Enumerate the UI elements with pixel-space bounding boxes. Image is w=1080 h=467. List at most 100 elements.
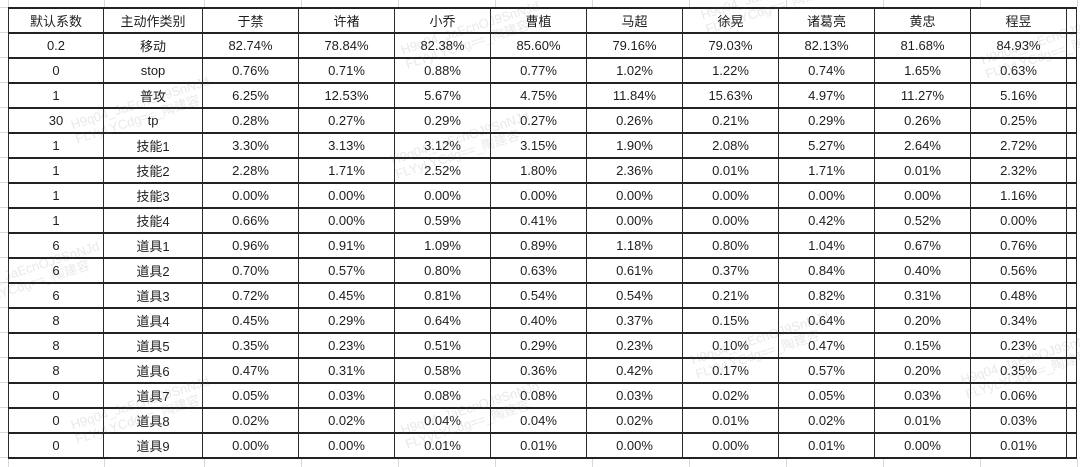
value-cell[interactable]: 0.29% <box>778 107 875 134</box>
value-cell[interactable]: 84.93% <box>970 32 1067 59</box>
value-cell[interactable]: 0.88% <box>394 57 491 84</box>
value-cell[interactable]: 2.08% <box>682 132 779 159</box>
value-cell[interactable]: 0.74% <box>778 57 875 84</box>
hero-header-4[interactable]: 曹植 <box>490 7 587 34</box>
value-cell[interactable]: 0.29% <box>490 332 587 359</box>
value-cell[interactable]: 3.30% <box>202 132 299 159</box>
value-cell[interactable]: 0.02% <box>586 407 683 434</box>
hero-header-6[interactable]: 徐晃 <box>682 7 779 34</box>
value-cell[interactable]: 0.56% <box>970 257 1067 284</box>
hero-header-8[interactable]: 黄忠 <box>874 7 971 34</box>
value-cell[interactable]: 5.27% <box>778 132 875 159</box>
value-cell[interactable]: 0.72% <box>202 282 299 309</box>
value-cell[interactable]: 0.25% <box>970 107 1067 134</box>
category-label-cell[interactable]: 道具8 <box>103 407 203 434</box>
value-cell[interactable]: 0.52% <box>874 207 971 234</box>
value-cell[interactable]: 0.04% <box>394 407 491 434</box>
value-cell[interactable]: 0.77% <box>490 57 587 84</box>
category-label-cell[interactable]: stop <box>103 57 203 84</box>
value-cell[interactable]: 0.01% <box>970 432 1067 459</box>
value-cell[interactable]: 78.84% <box>298 32 395 59</box>
category-label-cell[interactable]: 道具6 <box>103 357 203 384</box>
value-cell[interactable]: 0.08% <box>394 382 491 409</box>
value-cell[interactable]: 0.70% <box>202 257 299 284</box>
category-label-cell[interactable]: 道具2 <box>103 257 203 284</box>
value-cell[interactable]: 0.00% <box>394 182 491 209</box>
value-cell[interactable]: 0.35% <box>970 357 1067 384</box>
value-cell[interactable]: 0.23% <box>298 332 395 359</box>
hero-header-7[interactable]: 诸葛亮 <box>778 7 875 34</box>
value-cell[interactable]: 0.15% <box>874 332 971 359</box>
value-cell[interactable]: 0.00% <box>682 432 779 459</box>
value-cell[interactable]: 1.22% <box>682 57 779 84</box>
value-cell[interactable]: 1.02% <box>586 57 683 84</box>
value-cell[interactable]: 82.38% <box>394 32 491 59</box>
value-cell[interactable]: 0.00% <box>298 182 395 209</box>
value-cell[interactable]: 2.52% <box>394 157 491 184</box>
value-cell[interactable]: 0.54% <box>490 282 587 309</box>
value-cell[interactable]: 0.64% <box>778 307 875 334</box>
category-label-cell[interactable]: 道具4 <box>103 307 203 334</box>
value-cell[interactable]: 1.90% <box>586 132 683 159</box>
value-cell[interactable]: 0.76% <box>202 57 299 84</box>
coefficient-cell[interactable]: 6 <box>8 232 104 259</box>
value-cell[interactable]: 0.08% <box>490 382 587 409</box>
value-cell[interactable]: 0.21% <box>682 107 779 134</box>
value-cell[interactable]: 0.76% <box>970 232 1067 259</box>
value-cell[interactable]: 0.00% <box>874 182 971 209</box>
value-cell[interactable]: 0.28% <box>202 107 299 134</box>
value-cell[interactable]: 0.04% <box>490 407 587 434</box>
category-label-cell[interactable]: tp <box>103 107 203 134</box>
value-cell[interactable]: 0.80% <box>682 232 779 259</box>
value-cell[interactable]: 0.71% <box>298 57 395 84</box>
coefficient-cell[interactable]: 6 <box>8 282 104 309</box>
value-cell[interactable]: 0.03% <box>586 382 683 409</box>
default-coefficient-header[interactable]: 默认系数 <box>8 7 104 34</box>
value-cell[interactable]: 0.31% <box>298 357 395 384</box>
coefficient-cell[interactable]: 0 <box>8 57 104 84</box>
value-cell[interactable]: 0.35% <box>202 332 299 359</box>
value-cell[interactable]: 0.40% <box>490 307 587 334</box>
value-cell[interactable]: 0.00% <box>970 207 1067 234</box>
coefficient-cell[interactable]: 0 <box>8 407 104 434</box>
value-cell[interactable]: 0.00% <box>490 182 587 209</box>
value-cell[interactable]: 0.57% <box>298 257 395 284</box>
value-cell[interactable]: 0.02% <box>298 407 395 434</box>
value-cell[interactable]: 2.36% <box>586 157 683 184</box>
value-cell[interactable]: 0.00% <box>586 182 683 209</box>
value-cell[interactable]: 0.05% <box>202 382 299 409</box>
value-cell[interactable]: 0.26% <box>586 107 683 134</box>
value-cell[interactable]: 0.37% <box>586 307 683 334</box>
value-cell[interactable]: 0.57% <box>778 357 875 384</box>
value-cell[interactable]: 0.45% <box>202 307 299 334</box>
value-cell[interactable]: 0.01% <box>682 157 779 184</box>
value-cell[interactable]: 0.00% <box>874 432 971 459</box>
value-cell[interactable]: 0.10% <box>682 332 779 359</box>
value-cell[interactable]: 0.20% <box>874 357 971 384</box>
value-cell[interactable]: 0.02% <box>682 382 779 409</box>
value-cell[interactable]: 82.13% <box>778 32 875 59</box>
value-cell[interactable]: 0.00% <box>298 207 395 234</box>
value-cell[interactable]: 0.61% <box>586 257 683 284</box>
value-cell[interactable]: 0.84% <box>778 257 875 284</box>
value-cell[interactable]: 0.27% <box>298 107 395 134</box>
value-cell[interactable]: 0.23% <box>970 332 1067 359</box>
value-cell[interactable]: 0.00% <box>778 182 875 209</box>
value-cell[interactable]: 0.01% <box>682 407 779 434</box>
value-cell[interactable]: 4.97% <box>778 82 875 109</box>
value-cell[interactable]: 0.66% <box>202 207 299 234</box>
value-cell[interactable]: 1.09% <box>394 232 491 259</box>
hero-header-1[interactable]: 于禁 <box>202 7 299 34</box>
value-cell[interactable]: 11.84% <box>586 82 683 109</box>
value-cell[interactable]: 1.16% <box>970 182 1067 209</box>
value-cell[interactable]: 0.29% <box>298 307 395 334</box>
value-cell[interactable]: 0.20% <box>874 307 971 334</box>
value-cell[interactable]: 0.42% <box>586 357 683 384</box>
value-cell[interactable]: 0.40% <box>874 257 971 284</box>
value-cell[interactable]: 1.65% <box>874 57 971 84</box>
value-cell[interactable]: 0.47% <box>202 357 299 384</box>
value-cell[interactable]: 0.17% <box>682 357 779 384</box>
value-cell[interactable]: 79.16% <box>586 32 683 59</box>
coefficient-cell[interactable]: 6 <box>8 257 104 284</box>
value-cell[interactable]: 0.36% <box>490 357 587 384</box>
